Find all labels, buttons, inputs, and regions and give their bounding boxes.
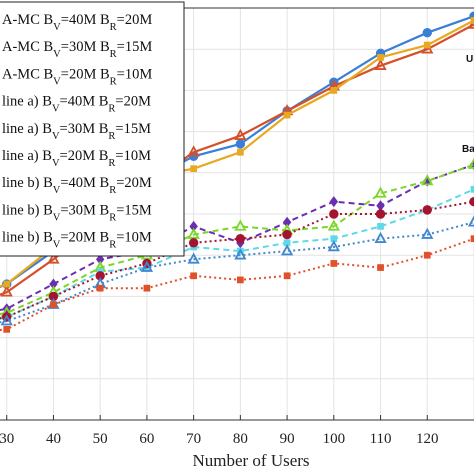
legend: A-MC BV=40M BR=20M A-MC BV=30M BR=15M A-MC… — [0, 1, 185, 257]
data-point — [237, 276, 244, 284]
data-point — [0, 314, 13, 326]
annotation-label: Ba — [462, 144, 474, 155]
data-point — [329, 196, 339, 208]
x-tick-label: 60 — [139, 431, 154, 447]
data-point — [188, 238, 199, 248]
data-point — [421, 227, 434, 239]
x-tick-label: 30 — [0, 431, 14, 447]
data-point — [187, 145, 200, 157]
data-point — [234, 248, 247, 260]
data-point — [422, 205, 432, 215]
series-line — [0, 221, 474, 324]
data-point — [375, 209, 386, 219]
data-point — [421, 174, 434, 186]
legend-entry: A-MC BV=30M BR=15M — [2, 39, 152, 60]
legend-box — [0, 1, 185, 257]
data-point — [283, 272, 291, 280]
data-point — [143, 284, 151, 292]
data-point — [377, 54, 384, 61]
data-point — [237, 148, 244, 156]
data-point — [283, 111, 291, 119]
legend-entry: A-MC BV=20M BR=10M — [2, 66, 152, 87]
annotation-label: U — [466, 54, 473, 65]
data-point — [140, 260, 154, 272]
data-point — [235, 139, 246, 149]
data-point — [190, 165, 197, 173]
data-point — [330, 260, 338, 267]
data-point — [374, 58, 387, 70]
data-point — [330, 235, 338, 243]
x-axis-label: Number of Users — [192, 451, 309, 470]
x-tick-label: 100 — [323, 431, 346, 447]
data-point — [329, 209, 339, 219]
data-point — [469, 196, 474, 207]
data-point — [234, 219, 247, 231]
data-point — [327, 219, 340, 231]
data-point — [189, 220, 198, 232]
data-point — [374, 186, 387, 198]
data-point — [50, 301, 57, 308]
data-point — [467, 157, 474, 169]
legend-entry: line b) BV=20M BR=10M — [2, 230, 152, 251]
series-line — [0, 237, 474, 331]
data-point — [376, 200, 385, 212]
data-point — [470, 185, 474, 193]
data-point — [280, 244, 294, 256]
legend-entry: line b) BV=40M BR=20M — [2, 175, 152, 196]
data-point — [374, 231, 387, 243]
data-point — [235, 234, 246, 244]
data-point — [467, 215, 474, 227]
series-line — [0, 200, 474, 320]
data-point — [327, 240, 340, 252]
data-point — [3, 326, 11, 333]
data-point — [0, 285, 13, 297]
legend-entry: line a) BV=30M BR=15M — [2, 121, 151, 142]
data-point — [422, 28, 432, 38]
data-point — [423, 251, 431, 259]
data-point — [187, 227, 200, 239]
data-point — [95, 253, 105, 265]
data-point — [96, 284, 104, 292]
data-point — [190, 272, 197, 280]
series-line — [0, 15, 474, 289]
data-point — [423, 41, 431, 49]
data-point — [377, 223, 384, 230]
legend-entry: A-MC BV=40M BR=20M — [2, 12, 152, 33]
series-line — [0, 23, 474, 296]
legend-entry: line a) BV=20M BR=10M — [2, 148, 151, 169]
data-point — [470, 235, 474, 243]
legend-entry: line a) BV=40M BR=20M — [2, 94, 151, 115]
data-point — [282, 216, 292, 228]
x-tick-labels: 30 40 50 60 70 80 90 100 110 120 — [0, 431, 439, 447]
x-tick-label: 110 — [370, 431, 392, 447]
data-point — [234, 128, 247, 140]
data-point — [3, 280, 11, 288]
series-line — [0, 163, 474, 316]
x-tick-label: 90 — [280, 431, 295, 447]
x-tick-label: 120 — [416, 431, 439, 447]
data-point — [282, 229, 292, 240]
series-line — [0, 163, 474, 311]
x-tick-label: 40 — [46, 431, 61, 447]
legend-entry: line b) BV=30M BR=15M — [2, 202, 152, 223]
x-tick-label: 50 — [93, 431, 108, 447]
data-point — [470, 17, 474, 24]
data-point — [47, 252, 60, 264]
data-point — [283, 239, 291, 247]
x-tick-label: 80 — [233, 431, 248, 447]
data-point — [377, 264, 384, 271]
x-tick-label: 70 — [186, 431, 201, 447]
data-point — [49, 278, 58, 290]
data-point — [330, 87, 338, 94]
data-point — [187, 252, 200, 264]
series-9 — [0, 235, 474, 333]
